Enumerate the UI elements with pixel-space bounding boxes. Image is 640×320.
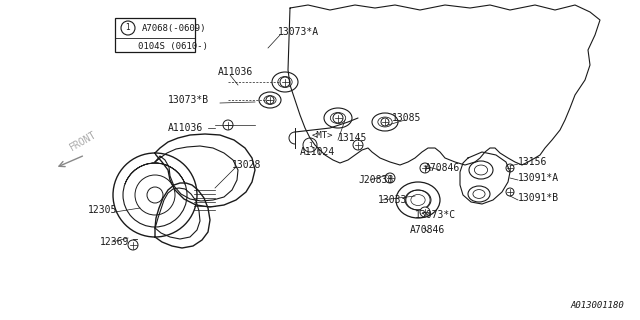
Text: A013001180: A013001180 <box>570 300 624 309</box>
Circle shape <box>223 120 233 130</box>
Text: FRONT: FRONT <box>67 129 98 152</box>
Text: 13091*B: 13091*B <box>518 193 559 203</box>
Text: A11036: A11036 <box>218 67 253 77</box>
Text: 13073*C: 13073*C <box>415 210 456 220</box>
Text: 1: 1 <box>308 142 312 148</box>
Text: J20838: J20838 <box>358 175 393 185</box>
Text: 13073*A: 13073*A <box>278 27 319 37</box>
Text: A11024: A11024 <box>300 147 335 157</box>
Text: 13145: 13145 <box>338 133 367 143</box>
Circle shape <box>506 188 514 196</box>
Circle shape <box>280 77 290 87</box>
Text: <MT>: <MT> <box>312 131 333 140</box>
Circle shape <box>420 163 430 173</box>
Circle shape <box>506 164 514 172</box>
Circle shape <box>385 173 395 183</box>
Text: A70846: A70846 <box>425 163 460 173</box>
Text: 12305: 12305 <box>88 205 117 215</box>
Text: 13085: 13085 <box>392 113 421 123</box>
Text: 12369: 12369 <box>100 237 129 247</box>
Circle shape <box>381 118 389 126</box>
Circle shape <box>420 207 430 217</box>
Text: 13156: 13156 <box>518 157 547 167</box>
Circle shape <box>266 96 274 104</box>
Circle shape <box>128 240 138 250</box>
Text: A7068(-0609): A7068(-0609) <box>142 23 207 33</box>
Text: 1: 1 <box>125 23 131 33</box>
Text: 13073*B: 13073*B <box>168 95 209 105</box>
Text: 13091*A: 13091*A <box>518 173 559 183</box>
Text: 13033: 13033 <box>378 195 408 205</box>
Text: 0104S (0610-): 0104S (0610-) <box>138 42 208 51</box>
Text: A11036: A11036 <box>168 123 204 133</box>
Circle shape <box>353 140 363 150</box>
Text: A70846: A70846 <box>410 225 445 235</box>
Text: 13028: 13028 <box>232 160 261 170</box>
Circle shape <box>333 113 343 123</box>
